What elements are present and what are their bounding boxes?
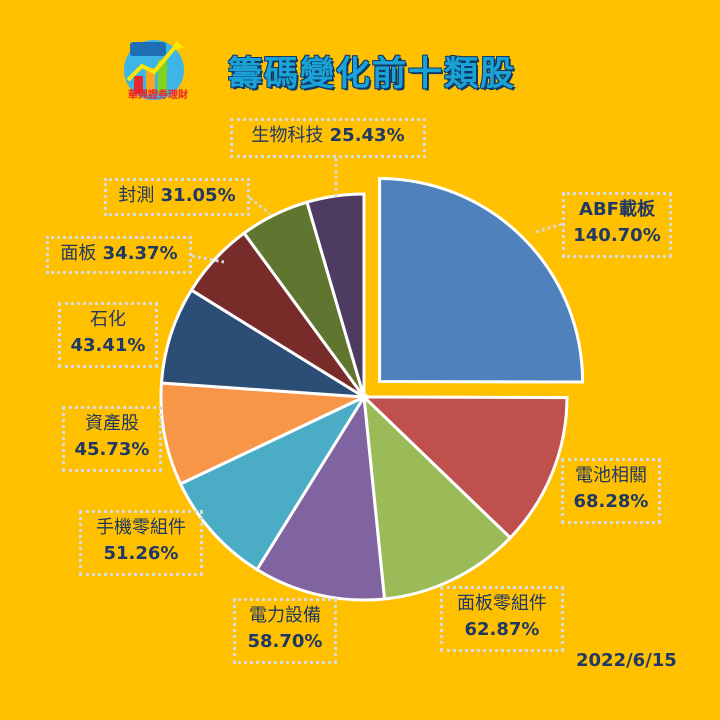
label-panel-parts-name: 面板零組件 — [457, 593, 547, 614]
label-asset-stocks-name: 資產股 — [85, 413, 139, 434]
label-power-equipment: 電力設備 58.70% — [233, 598, 337, 664]
label-asset-stocks: 資產股 45.73% — [62, 406, 162, 472]
label-battery-value: 68.28% — [573, 491, 649, 512]
label-asset-stocks-value: 45.73% — [74, 439, 150, 460]
label-packaging-testing: 封測 31.05% — [104, 178, 250, 216]
label-biotech-name: 生物科技 — [251, 125, 324, 146]
label-abf: ABF載板 140.70% — [562, 192, 672, 258]
label-panel-value: 34.37% — [102, 243, 178, 264]
leader-line — [535, 222, 563, 234]
label-panel-name: 面板 — [60, 243, 97, 264]
pie-slice-panel-parts — [362, 393, 513, 601]
page-title: 籌碼變化前十類股 — [228, 54, 516, 94]
label-packaging-testing-value: 31.05% — [160, 185, 236, 206]
label-petrochemical: 石化 43.41% — [58, 302, 158, 368]
label-phone-parts-name: 手機零組件 — [96, 517, 186, 538]
pie-slice-power-equipment — [254, 392, 387, 602]
pie-slice-phone-parts — [178, 393, 368, 572]
label-petrochemical-name: 石化 — [90, 309, 126, 330]
label-petrochemical-value: 43.41% — [70, 335, 146, 356]
label-abf-name: ABF載板 — [579, 199, 655, 220]
label-panel-parts: 面板零組件 62.87% — [440, 586, 564, 652]
label-power-equipment-name: 電力設備 — [249, 605, 321, 626]
label-panel: 面板 34.37% — [46, 236, 192, 274]
label-battery: 電池相關 68.28% — [561, 458, 661, 524]
label-panel-parts-value: 62.87% — [464, 619, 540, 640]
label-abf-value: 140.70% — [573, 225, 661, 246]
label-packaging-testing-name: 封測 — [118, 185, 155, 206]
pie-slice-battery — [360, 395, 569, 540]
pie-slice-asset-stocks — [159, 381, 370, 486]
label-biotech-value: 25.43% — [329, 125, 405, 146]
label-phone-parts: 手機零組件 51.26% — [79, 510, 203, 576]
date-label: 2022/6/15 — [576, 650, 677, 671]
label-power-equipment-value: 58.70% — [247, 631, 323, 652]
label-phone-parts-value: 51.26% — [103, 543, 179, 564]
pie-slice-petrochemical — [159, 288, 365, 399]
leader-line — [249, 196, 271, 216]
rising-chart-logo-icon — [124, 40, 184, 100]
label-biotech: 生物科技 25.43% — [230, 118, 426, 158]
label-battery-name: 電池相關 — [575, 465, 647, 486]
logo-caption: 華興證券理財 — [128, 90, 188, 101]
pie-slice-abf — [378, 176, 585, 384]
